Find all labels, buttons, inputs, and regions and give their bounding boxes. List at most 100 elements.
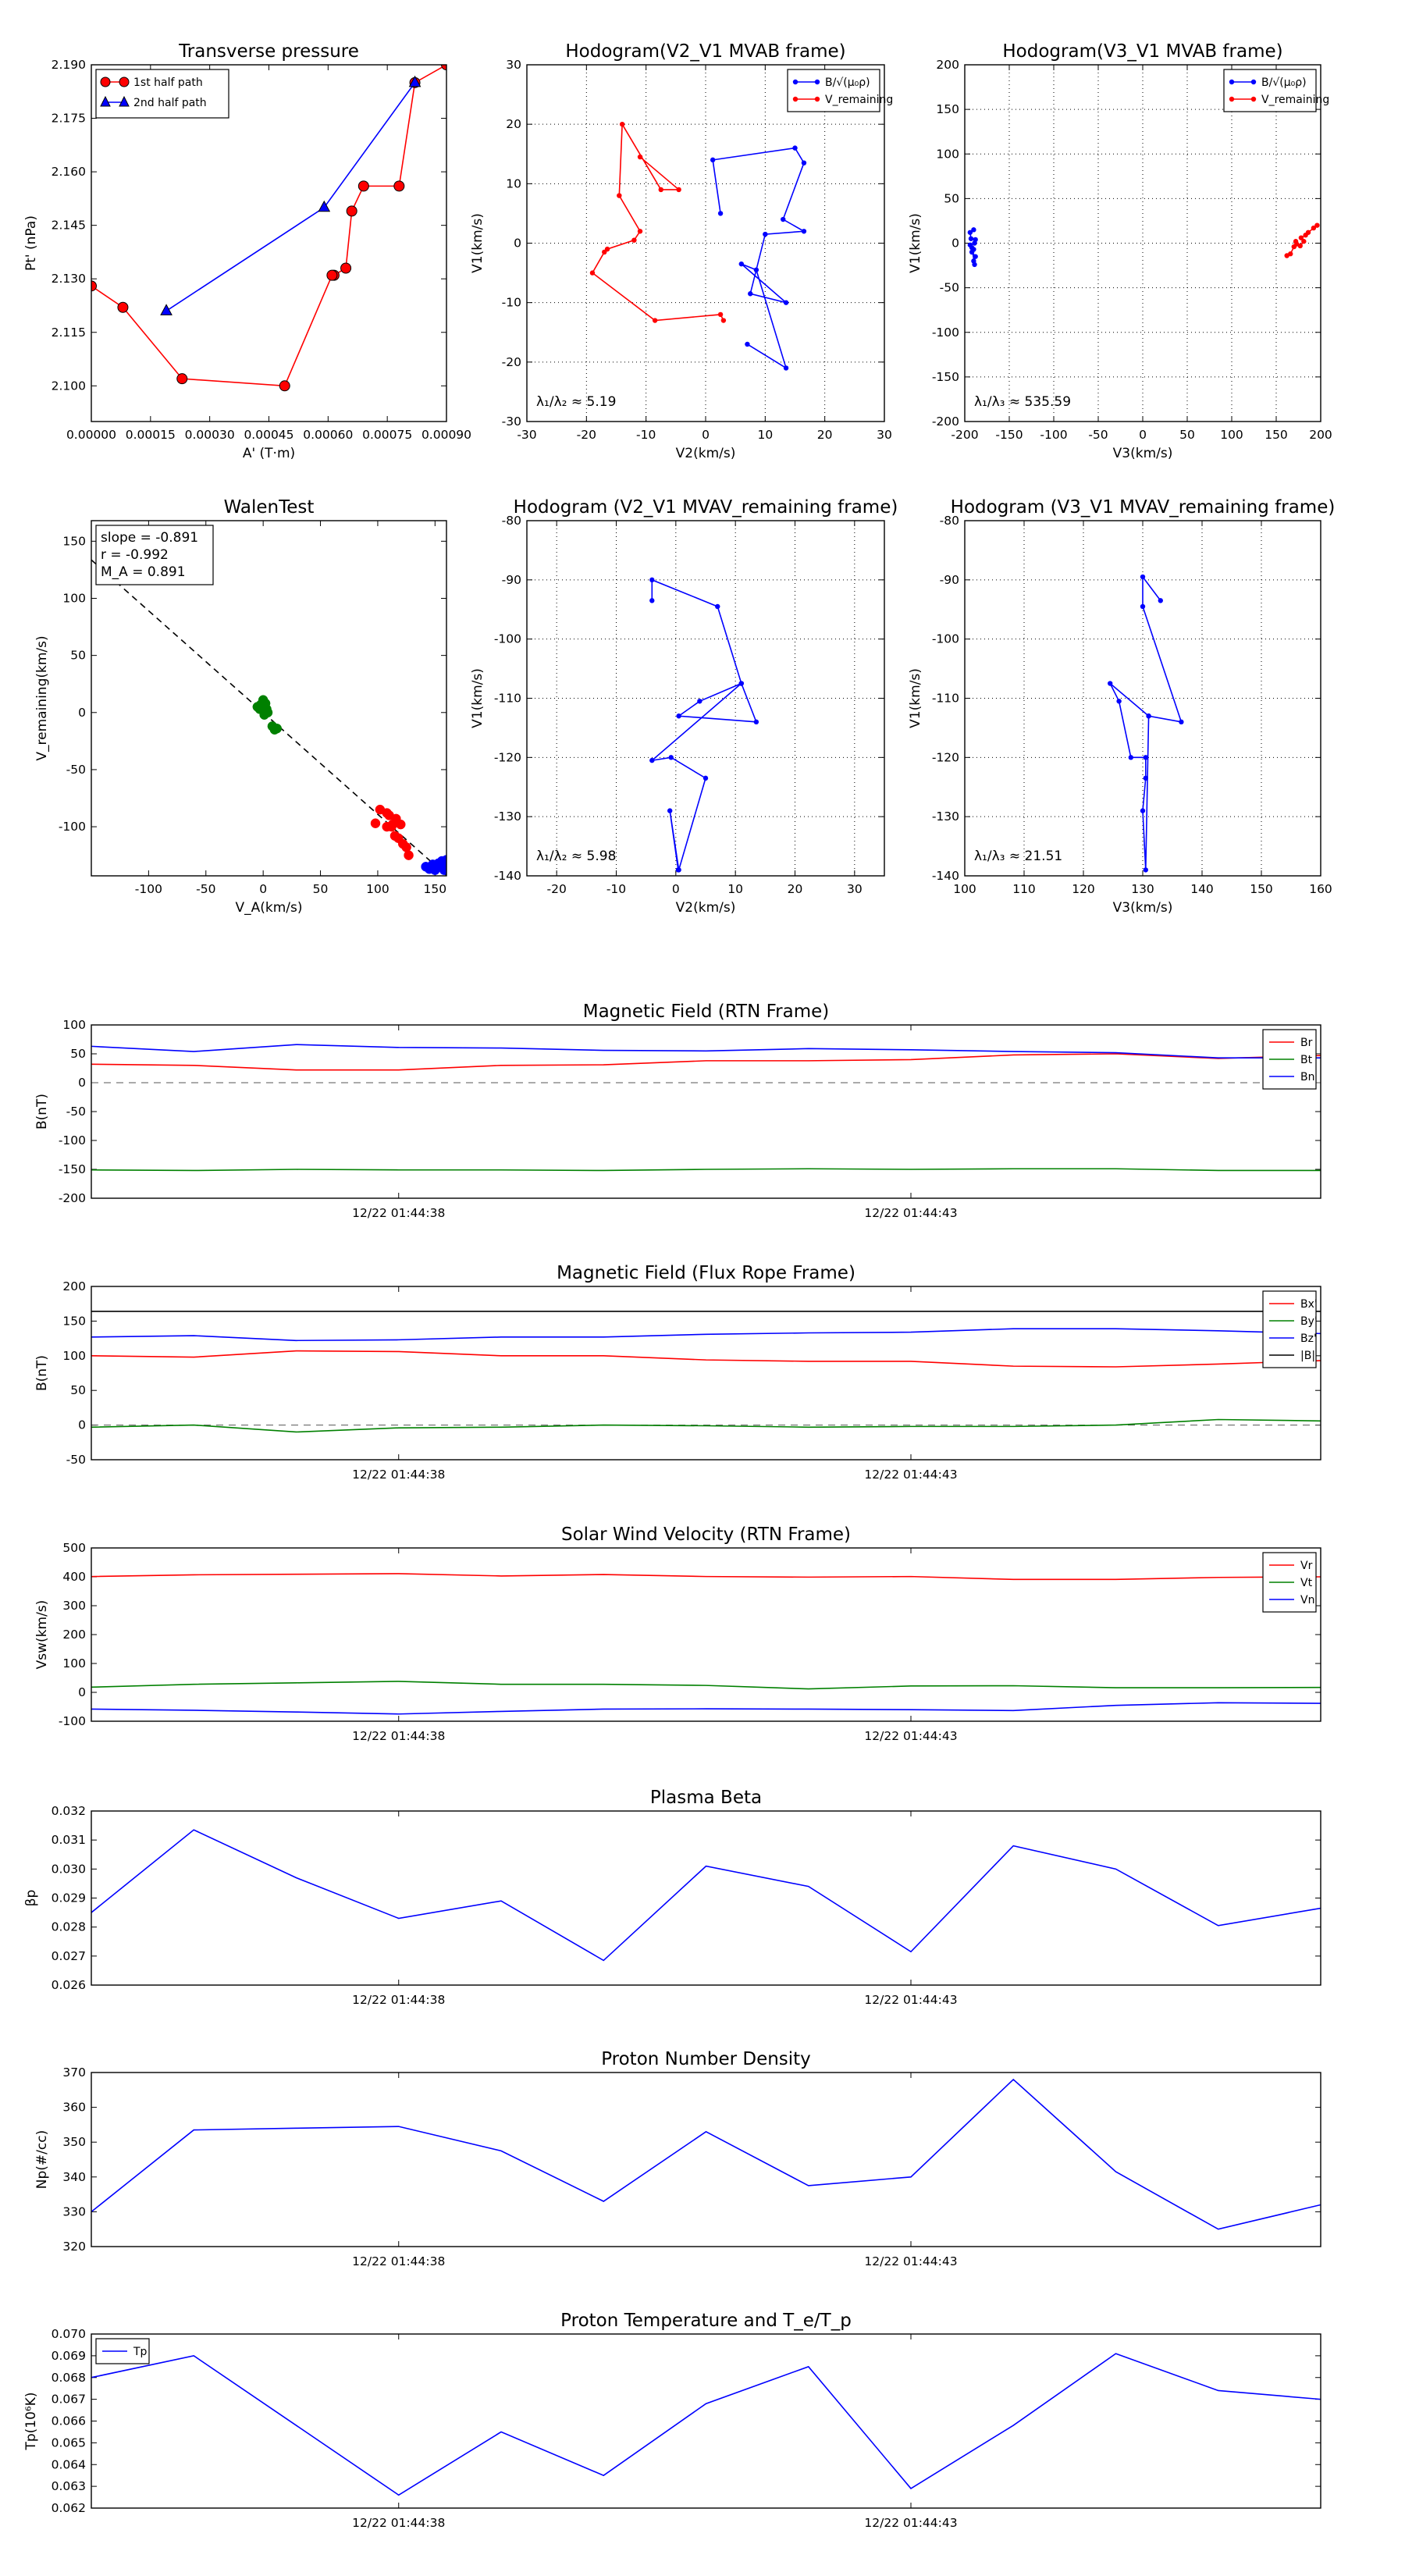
y-tick-label: -50	[66, 1105, 86, 1119]
x-tick-label: 0.00015	[126, 428, 176, 442]
series-line-Vt	[91, 1681, 1321, 1690]
y-tick-label: -110	[932, 692, 959, 706]
walen-stat: M_A = 0.891	[101, 564, 186, 580]
chart-hodo1: -30 -20 -10 0 10 20 30 -30 -20 -10 0 10 20 30 Hodogram…	[470, 41, 893, 461]
data-point	[667, 808, 673, 813]
chart-title: Hodogram (V2_V1 MVAV_remaining frame)	[514, 497, 898, 518]
eigenvalue-ratio: λ₁/λ₃ ≈ 535.59	[974, 394, 1071, 410]
y-tick-label: 0	[514, 237, 521, 251]
data-point	[393, 180, 405, 192]
data-point	[357, 180, 369, 192]
y-axis-label: B(nT)	[34, 1355, 50, 1391]
data-point	[279, 380, 290, 392]
chart-vsw: 12/22 01:44:38 12/22 01:44:43 -100 0 100 200 3…	[34, 1525, 1321, 1743]
y-tick-label: -100	[494, 632, 521, 646]
x-tick-label: 12/22 01:44:43	[864, 1729, 957, 1743]
legend: 1st half path 2nd half path	[95, 69, 229, 119]
y-tick-label: -150	[932, 370, 959, 384]
x-tick-label: 12/22 01:44:38	[352, 1468, 445, 1482]
y-tick-label: 200	[62, 1279, 86, 1293]
y-tick-label: 100	[62, 1018, 86, 1032]
x-tick-label: 150	[1264, 428, 1288, 442]
y-tick-label: -90	[502, 573, 521, 587]
y-tick-label: 400	[62, 1570, 86, 1584]
series-line-path	[1109, 575, 1183, 870]
data-point	[717, 311, 724, 318]
x-axis-label: V3(km/s)	[1113, 900, 1173, 916]
y-tick-label: 0	[78, 1076, 86, 1090]
y-axis-label: V1(km/s)	[470, 213, 486, 273]
data-point	[801, 229, 807, 234]
data-point	[1143, 755, 1149, 760]
x-tick-label: 12/22 01:44:43	[864, 1206, 957, 1220]
x-tick-label: 12/22 01:44:38	[352, 2516, 445, 2530]
y-tick-label: 100	[62, 1349, 86, 1363]
legend-label: Vr	[1300, 1560, 1313, 1572]
x-tick-label: -10	[606, 882, 626, 896]
data-point	[637, 154, 643, 160]
y-tick-label: 0	[78, 706, 86, 720]
chart-title: Plasma Beta	[650, 1788, 762, 1808]
y-tick-label: 10	[506, 176, 521, 190]
y-tick-label: 0.068	[52, 2371, 86, 2385]
y-axis-label: Tp(10⁶K)	[23, 2392, 39, 2450]
x-tick-label: 0	[259, 882, 267, 896]
legend-marker	[119, 76, 130, 87]
data-point	[1314, 222, 1320, 228]
y-tick-label: 2.145	[52, 219, 86, 233]
series-line-Br	[91, 1053, 1321, 1071]
x-tick-label: 100	[1220, 428, 1243, 442]
legend: Tp	[95, 2338, 150, 2364]
data-point	[1143, 775, 1149, 781]
y-axis-label: V1(km/s)	[908, 213, 923, 273]
data-point	[346, 205, 357, 217]
series-line-1st half path	[91, 65, 446, 387]
x-tick-label: -100	[1040, 428, 1067, 442]
legend-label: Tp	[133, 2346, 148, 2358]
series-line-By'	[91, 1418, 1321, 1433]
chart-title: Hodogram(V3_V1 MVAB frame)	[1002, 41, 1282, 62]
data-point	[604, 246, 610, 252]
x-tick-label: 12/22 01:44:38	[352, 1729, 445, 1743]
data-point	[697, 699, 702, 704]
legend-label: Bx'	[1300, 1298, 1318, 1311]
chart-tp_temp: 12/22 01:44:38 12/22 01:44:43 0.062 0.063 0.…	[23, 2311, 1321, 2530]
x-tick-label: 150	[1250, 882, 1273, 896]
y-axis-label: Pt' (nPa)	[23, 215, 39, 271]
plot-frame	[91, 1286, 1321, 1461]
x-tick-label: 200	[1309, 428, 1332, 442]
legend-box	[1223, 69, 1317, 112]
x-tick-label: 150	[424, 882, 447, 896]
y-axis-label: Np(#/cc)	[34, 2130, 50, 2189]
y-tick-label: 100	[62, 591, 86, 605]
data-point	[738, 681, 744, 686]
x-tick-label: 100	[366, 882, 389, 896]
legend-label: |B|	[1300, 1350, 1315, 1362]
legend-label: Bn	[1300, 1071, 1314, 1083]
chart-hodo4: 100 110 120 130 140 150 160 -140 -130 -120 -110 -10…	[908, 497, 1335, 916]
legend-marker	[814, 79, 820, 85]
walen-stat: slope = -0.891	[101, 530, 198, 546]
y-tick-label: 0.065	[52, 2435, 86, 2450]
legend: Br Bt Bn	[1262, 1029, 1317, 1090]
y-axis-label: V1(km/s)	[908, 668, 923, 728]
x-tick-label: -50	[196, 882, 215, 896]
y-tick-label: 200	[62, 1628, 86, 1642]
y-tick-label: 20	[506, 117, 521, 131]
chart-beta: 12/22 01:44:38 12/22 01:44:43 0.026 0.027 0.…	[23, 1788, 1321, 2007]
x-tick-label: 12/22 01:44:43	[864, 2516, 957, 2530]
data-point	[658, 187, 663, 193]
chart-walen: -100 -50 0 50 100 150 -100 -50 0 50 100 150 WalenTes…	[34, 497, 447, 916]
plot-frame	[91, 520, 447, 877]
chart-title: Solar Wind Velocity (RTN Frame)	[561, 1525, 851, 1545]
plot-frame	[91, 1547, 1321, 1722]
y-axis-label: V_remaining(km/s)	[34, 635, 50, 760]
y-tick-label: 0.069	[52, 2349, 86, 2363]
legend-box	[95, 69, 229, 119]
y-tick-label: -50	[940, 281, 959, 295]
data-point	[717, 211, 724, 216]
series-line-Vn	[91, 1702, 1321, 1715]
plot-frame	[91, 2072, 1321, 2247]
y-tick-label: -100	[932, 632, 959, 646]
legend-label: Vn	[1300, 1594, 1314, 1606]
